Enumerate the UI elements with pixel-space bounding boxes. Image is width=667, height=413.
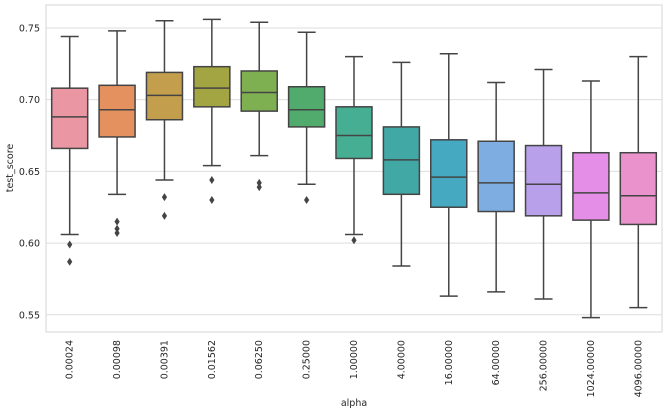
outlier-point: [209, 175, 215, 184]
box-0.00024: [50, 35, 89, 266]
outlier-point: [256, 178, 262, 187]
x-tick-label: 1024.00000: [586, 340, 597, 397]
box-1024.00000: [572, 80, 610, 319]
outlier-point: [114, 224, 120, 233]
x-tick-label: 0.00391: [159, 340, 170, 379]
x-tick-label: 256.00000: [539, 340, 550, 391]
outlier-point: [256, 183, 262, 192]
x-tick-labels: 0.00024 0.00098 0.00391 0.01562 0.06250 0.250…: [65, 340, 645, 397]
x-tick-label: 0.01562: [207, 340, 218, 379]
y-tick-labels: 0.55 0.60 0.65 0.70 0.75: [19, 23, 40, 321]
box-iqr: [430, 139, 468, 208]
x-tick-label: 64.00000: [491, 340, 502, 385]
x-tick-label: 4.00000: [396, 340, 407, 379]
box-0.00098: [98, 30, 136, 238]
y-axis-label: test_score: [5, 144, 16, 193]
box-4096.00000: [619, 55, 658, 309]
y-tick-label: 0.65: [19, 167, 40, 178]
x-tick-label: 4096.00000: [633, 340, 644, 397]
box-0.06250: [240, 21, 278, 192]
x-tick-label: 16.00000: [444, 340, 455, 385]
box-iqr: [240, 70, 278, 112]
box-4.00000: [382, 61, 421, 267]
box-iqr: [193, 65, 231, 108]
box-0.01562: [193, 18, 231, 205]
box-16.00000: [430, 53, 468, 297]
outlier-point: [351, 236, 357, 245]
y-tick-label: 0.55: [19, 310, 40, 321]
outlier-point: [67, 240, 73, 249]
outlier-point: [161, 193, 168, 202]
box-iqr: [50, 87, 89, 150]
box-iqr: [524, 144, 563, 217]
x-tick-label: 0.00024: [65, 340, 76, 379]
box-0.00391: [145, 20, 184, 220]
box-iqr: [572, 151, 610, 221]
x-tick-label: 1.00000: [349, 340, 360, 379]
box-iqr: [98, 84, 136, 138]
outlier-point: [209, 196, 215, 205]
x-axis-label: alpha: [341, 398, 367, 409]
box-64.00000: [477, 81, 515, 293]
box-iqr: [335, 106, 373, 160]
y-tick-label: 0.60: [19, 239, 40, 250]
outlier-point: [161, 211, 168, 220]
box-1.00000: [335, 55, 373, 245]
y-tick-label: 0.75: [19, 23, 40, 34]
box-0.25000: [287, 31, 326, 205]
boxes-group: [50, 18, 658, 319]
y-tick-label: 0.70: [19, 95, 40, 106]
x-tick-label: 0.25000: [302, 340, 313, 379]
x-tick-label: 0.00098: [112, 340, 123, 379]
outlier-point: [114, 217, 120, 226]
box-iqr: [287, 86, 326, 128]
outlier-point: [67, 257, 73, 266]
outlier-point: [304, 196, 310, 205]
x-tick-label: 0.06250: [254, 340, 265, 379]
box-256.00000: [524, 68, 563, 300]
outlier-point: [114, 229, 120, 238]
box-iqr: [477, 140, 515, 213]
box-iqr: [619, 151, 658, 226]
